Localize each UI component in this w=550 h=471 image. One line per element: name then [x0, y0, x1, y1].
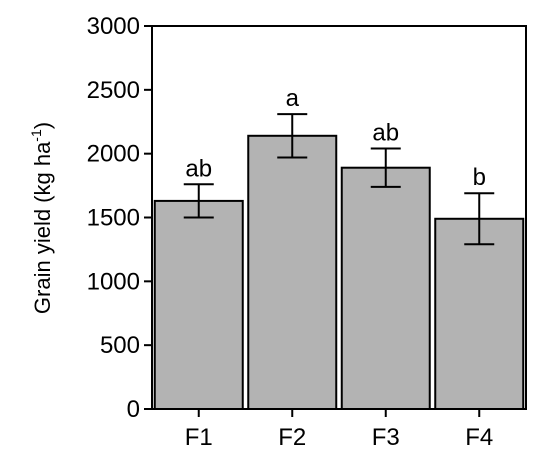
plot-area: 0 500 1000 1500 2000 2500 3000 ab F1 a F2 ab F3 b F4 [87, 13, 527, 451]
y-axis-title-exponent: -1 [28, 129, 44, 142]
y-axis-title-main: Grain yield (kg ha [30, 141, 55, 314]
significance-label-F3: ab [372, 120, 399, 147]
bar-F4 [434, 217, 525, 410]
significance-label-F1: ab [185, 155, 212, 182]
y-axis-title-close: ) [30, 122, 55, 129]
x-tick-label-F2: F2 [278, 424, 306, 451]
y-tick-label-0: 0 [127, 396, 140, 423]
bar-F2 [247, 134, 338, 410]
x-tick-label-F3: F3 [372, 424, 400, 451]
y-tick-label-5: 2500 [87, 77, 140, 104]
y-tick-label-6: 3000 [87, 13, 140, 40]
significance-label-F4: b [473, 164, 486, 191]
y-tick-label-1: 500 [100, 332, 140, 359]
y-tick-label-4: 2000 [87, 141, 140, 168]
y-tick-label-3: 1500 [87, 205, 140, 232]
x-tick-label-F4: F4 [465, 424, 493, 451]
significance-label-F2: a [286, 85, 300, 112]
bar-F3 [340, 166, 431, 410]
y-tick-label-2: 1000 [87, 268, 140, 295]
bar-F1 [153, 199, 244, 410]
y-axis-title: Grain yield (kg ha-1) [28, 122, 55, 314]
x-tick-label-F1: F1 [185, 424, 213, 451]
